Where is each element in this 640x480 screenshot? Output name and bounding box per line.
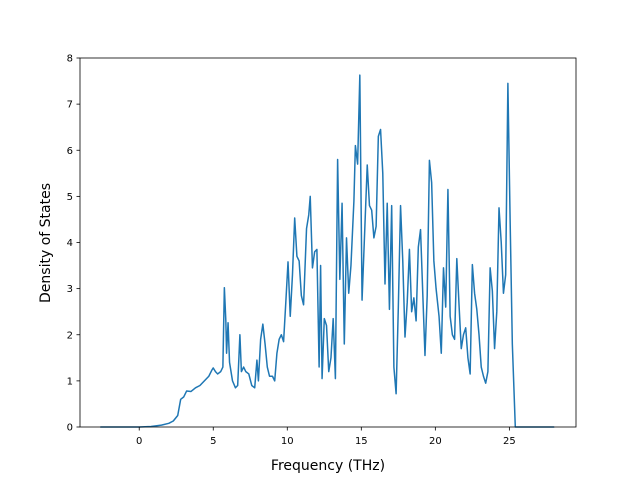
y-tick-label: 5 [67,192,73,203]
plot-layer [99,74,555,428]
y-tick-label: 8 [67,54,73,65]
y-tick-label: 7 [67,100,73,111]
y-tick-label: 3 [67,284,73,295]
x-tick-label: 0 [136,436,142,447]
x-axis-title: Frequency (THz) [271,458,385,474]
y-tick-label: 0 [67,423,73,434]
x-tick-label: 15 [355,436,368,447]
dos-series-line [99,74,555,428]
y-tick-label: 4 [67,238,73,249]
x-tick-label: 20 [429,436,442,447]
x-tick-label: 10 [281,436,294,447]
y-axis-title: Density of States [38,183,54,303]
y-tick-label: 6 [67,146,73,157]
y-tick-label: 2 [67,330,73,341]
y-tick-label: 1 [67,376,73,387]
axes-layer: 0 5 10 15 20 25 0 1 2 3 4 5 6 7 8 [67,54,577,447]
x-tick-label: 25 [503,436,516,447]
x-tick-label: 5 [210,436,216,447]
